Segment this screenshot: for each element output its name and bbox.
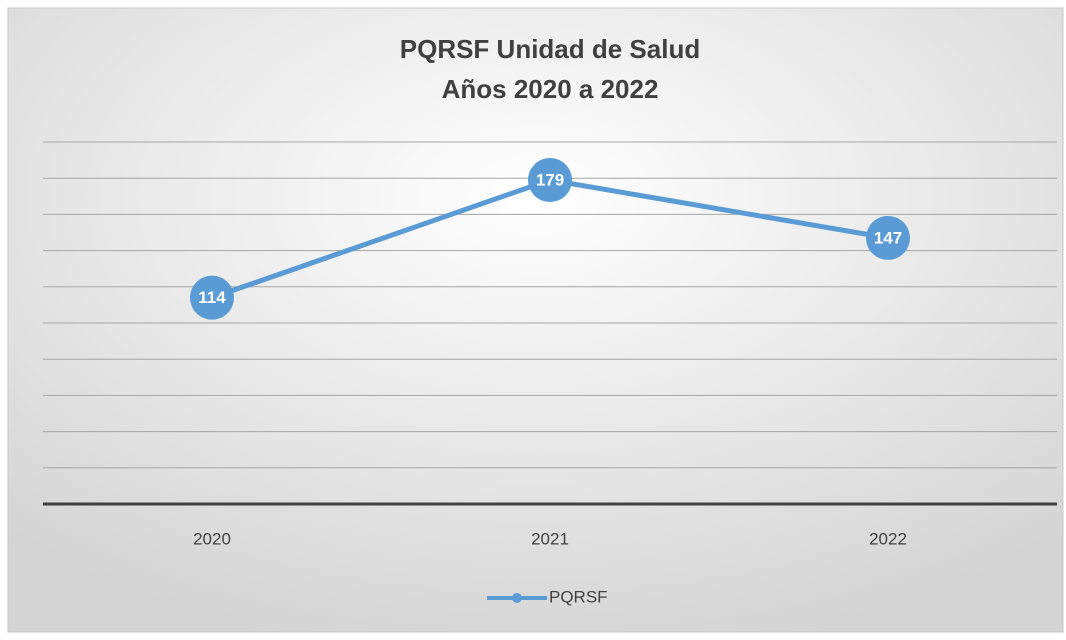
chart-background xyxy=(7,7,1064,633)
data-point xyxy=(190,275,234,320)
data-point xyxy=(866,215,910,260)
chart-title: PQRSF Unidad de Salud xyxy=(400,34,700,64)
x-tick-label: 2021 xyxy=(531,529,569,548)
data-point xyxy=(528,158,572,203)
chart-title: Años 2020 a 2022 xyxy=(442,74,659,104)
x-tick-label: 2020 xyxy=(193,529,231,548)
x-tick-label: 2022 xyxy=(869,529,907,548)
data-label: 147 xyxy=(874,228,902,247)
data-label: 114 xyxy=(198,288,226,307)
legend-label: PQRSF xyxy=(549,587,608,606)
data-label: 179 xyxy=(536,170,564,189)
legend-marker xyxy=(512,593,522,603)
